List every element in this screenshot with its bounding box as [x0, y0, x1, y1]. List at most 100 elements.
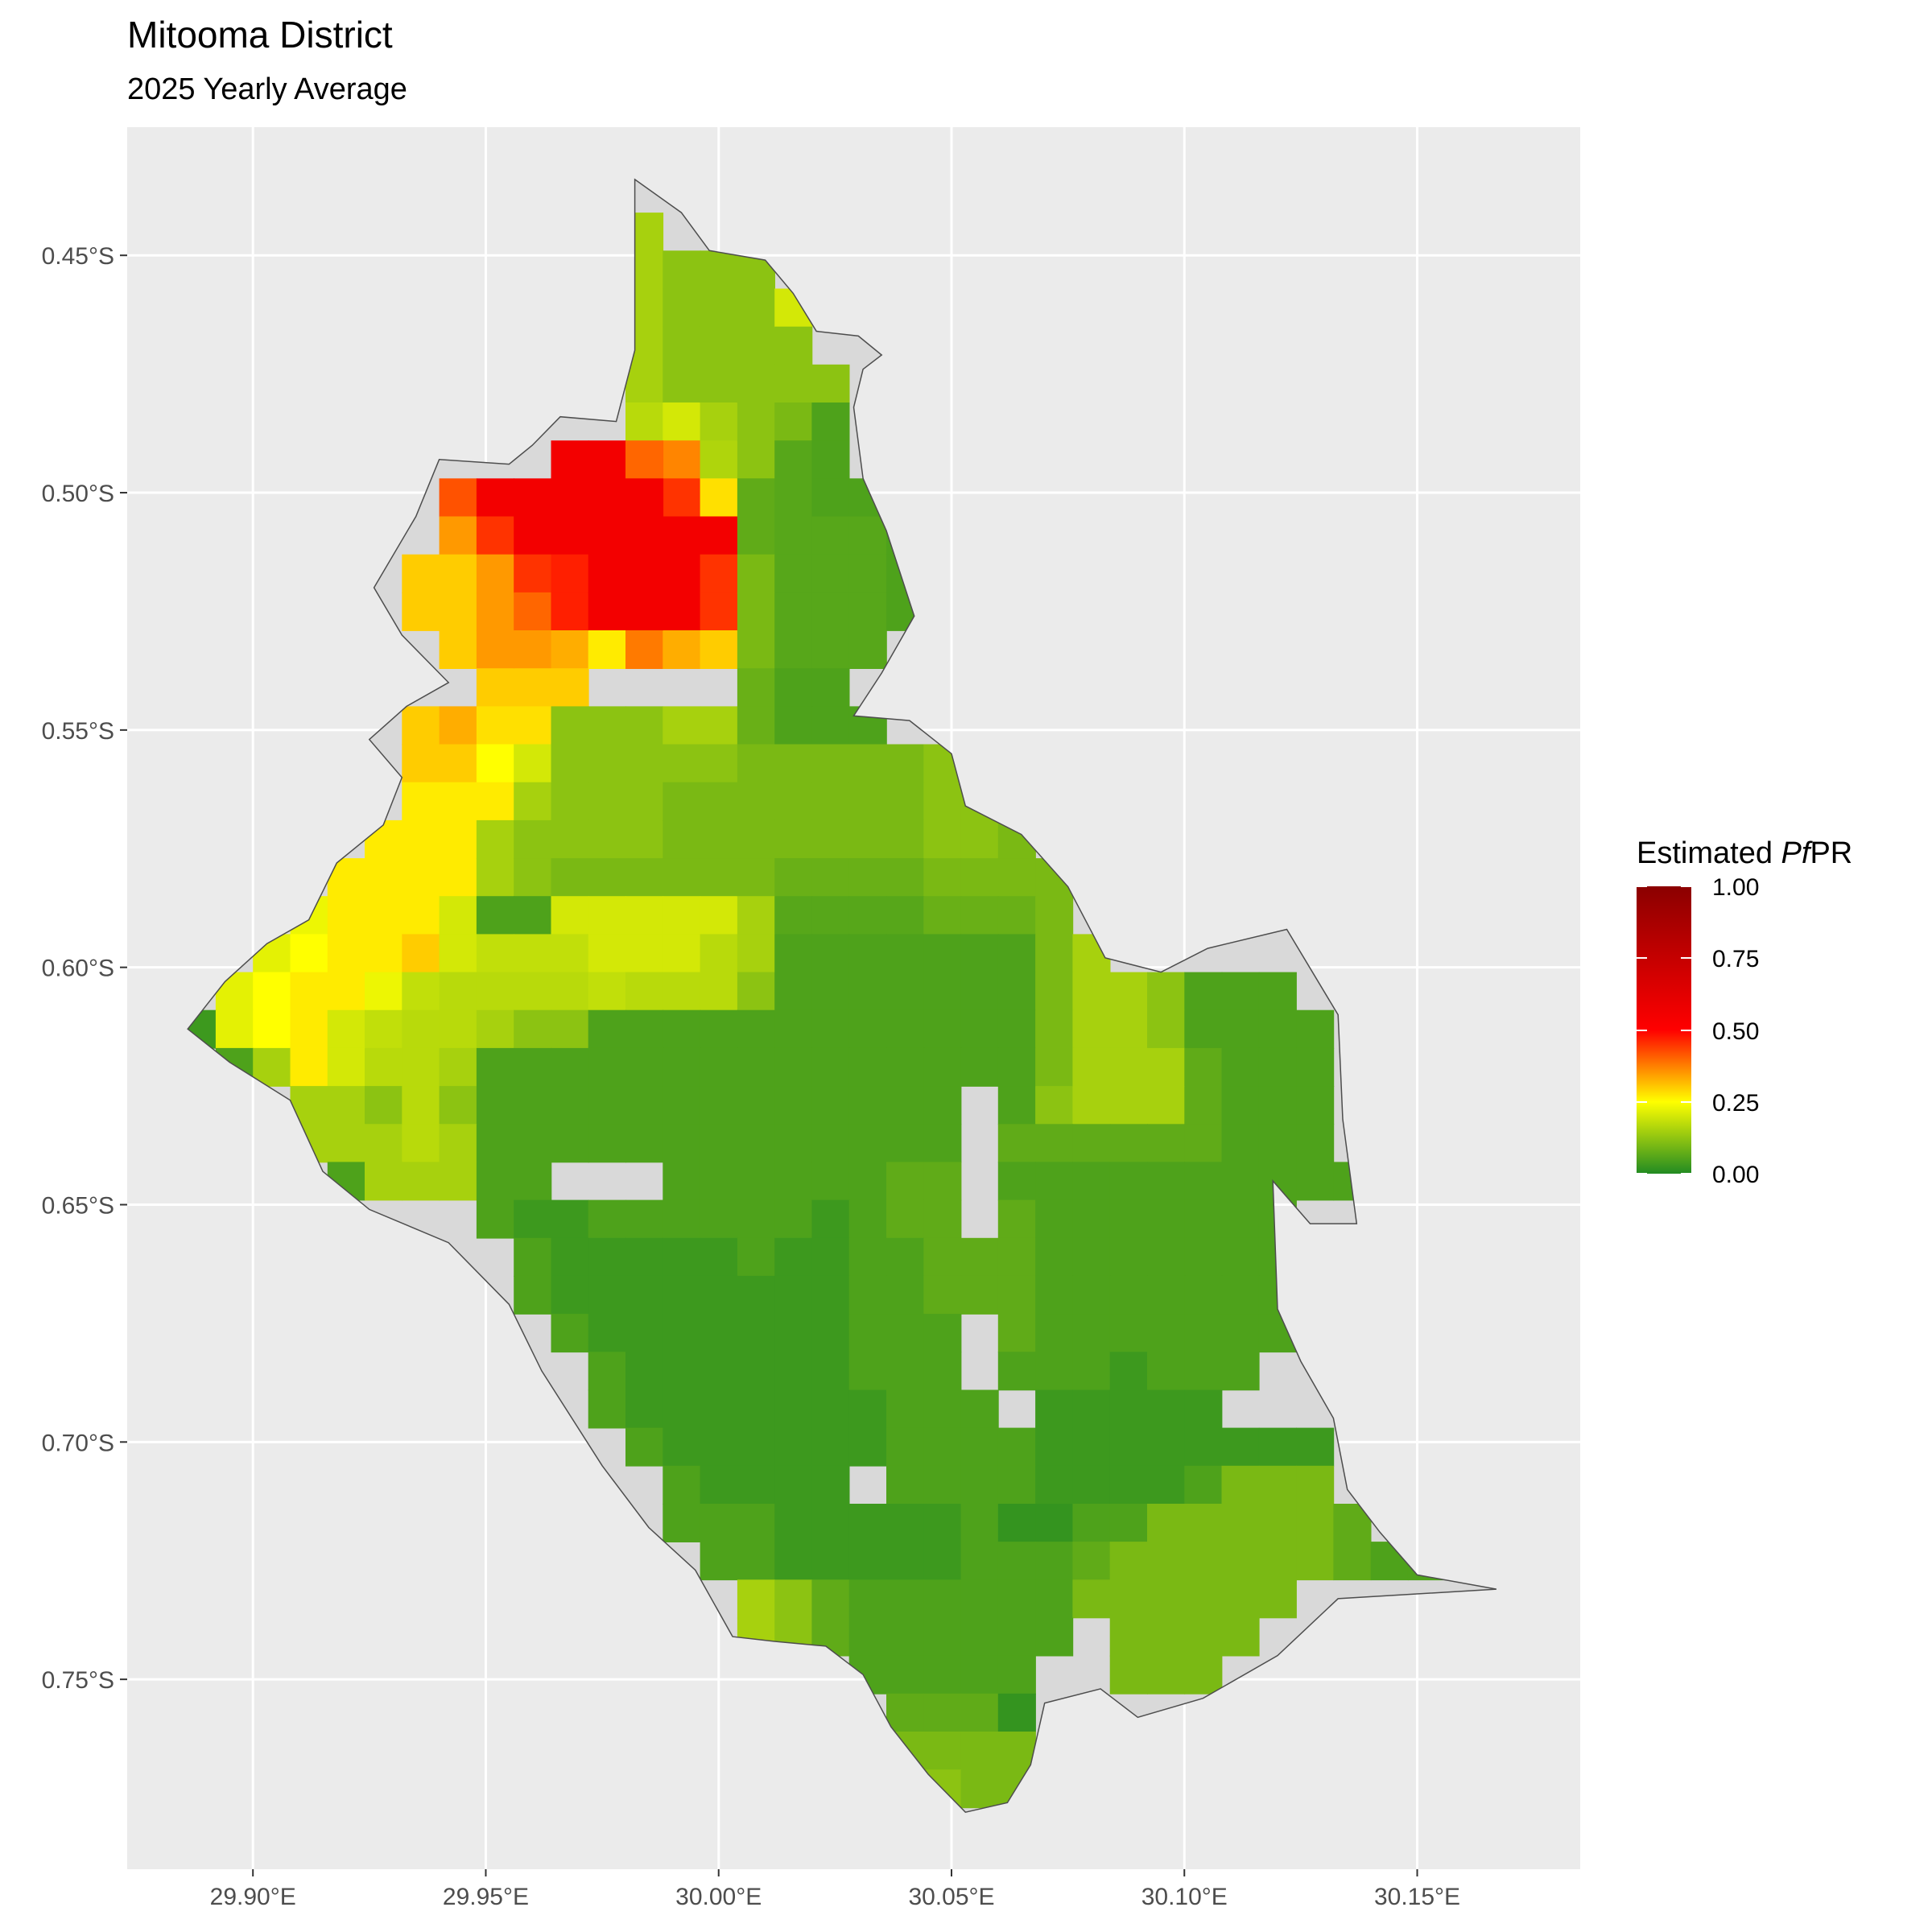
raster-cell: [811, 554, 850, 593]
raster-cell: [1184, 1617, 1223, 1657]
raster-cell: [663, 1389, 701, 1429]
raster-cell: [588, 516, 626, 555]
raster-cell: [625, 1009, 664, 1049]
raster-cell: [1296, 1465, 1335, 1505]
raster-cell: [327, 1047, 365, 1087]
raster-cell: [960, 1009, 999, 1049]
raster-cell: [923, 1542, 962, 1581]
raster-cell: [476, 858, 514, 898]
raster-cell: [700, 819, 738, 859]
raster-cell: [923, 1427, 962, 1467]
raster-cell: [551, 706, 589, 745]
raster-cell: [700, 706, 738, 745]
raster-cell: [1147, 1086, 1186, 1125]
raster-cell: [848, 1314, 887, 1353]
raster-cell: [514, 1124, 552, 1163]
district-outline: [187, 178, 1497, 1814]
raster-cell: [663, 1047, 701, 1087]
raster-cell: [811, 1162, 850, 1201]
raster-cell: [588, 972, 626, 1011]
raster-cell: [551, 440, 589, 480]
raster-cell: [774, 1352, 813, 1391]
raster-cell: [997, 1047, 1036, 1087]
raster-cell: [1221, 972, 1260, 1011]
raster-cell: [1296, 1086, 1335, 1125]
raster-cell: [1147, 1504, 1186, 1542]
raster-cell: [1072, 1352, 1111, 1391]
raster-cell: [811, 1009, 850, 1049]
raster-cell: [588, 744, 626, 783]
raster-cell: [327, 972, 365, 1011]
raster-cell: [327, 1086, 365, 1125]
raster-cell: [774, 440, 813, 480]
raster-cell: [774, 934, 813, 973]
raster-cell: [923, 1086, 962, 1125]
raster-cell: [737, 1352, 775, 1391]
raster-cell: [1072, 1009, 1111, 1049]
raster-cell: [923, 934, 962, 973]
raster-cell: [737, 1047, 775, 1087]
raster-cell: [848, 1504, 887, 1542]
raster-cell: [960, 1237, 999, 1277]
raster-cell: [476, 896, 514, 935]
raster-cell: [700, 782, 738, 821]
raster-cell: [1035, 1237, 1074, 1277]
legend-label: 1.00: [1712, 874, 1759, 901]
legend-label: 0.25: [1712, 1090, 1759, 1117]
raster-cell: [774, 1199, 813, 1239]
raster-cell: [848, 1617, 887, 1657]
raster-cell: [811, 1504, 850, 1542]
raster-cell: [1221, 1427, 1260, 1467]
raster-cell: [588, 1199, 626, 1239]
raster-cell: [997, 1693, 1036, 1732]
raster-cell: [960, 1465, 999, 1505]
raster-cell: [886, 1655, 925, 1695]
raster-cell: [774, 516, 813, 555]
raster-cell: [848, 1542, 887, 1581]
raster-cell: [774, 1504, 813, 1542]
raster-cell: [774, 1465, 813, 1505]
raster-cell: [848, 1579, 887, 1619]
raster-cell: [1035, 896, 1074, 935]
raster-cell: [253, 972, 291, 1011]
raster-cell: [886, 1047, 925, 1087]
raster-cell: [774, 972, 813, 1011]
raster-cell: [997, 858, 1036, 898]
raster-cell: [514, 478, 552, 518]
raster-cell: [514, 1086, 552, 1125]
raster-cell: [663, 1465, 701, 1505]
raster-cell: [923, 972, 962, 1011]
raster-cell: [960, 1275, 999, 1315]
raster-cell: [737, 1237, 775, 1277]
raster-cell: [476, 1124, 514, 1163]
raster-cell: [402, 896, 440, 935]
raster-cell: [774, 554, 813, 593]
raster-cell: [774, 1314, 813, 1353]
raster-cell: [886, 1237, 925, 1277]
raster-cell: [625, 554, 664, 593]
raster-cell: [997, 972, 1036, 1011]
raster-cell: [1072, 1579, 1111, 1619]
raster-cell: [588, 1314, 626, 1353]
raster-cell: [737, 972, 775, 1011]
raster-cell: [737, 1199, 775, 1239]
raster-cell: [886, 1124, 925, 1163]
raster-cell: [476, 934, 514, 973]
raster-cell: [439, 516, 477, 555]
raster-cell: [1035, 972, 1074, 1011]
raster-cell: [514, 1047, 552, 1087]
raster-cell: [1109, 1617, 1148, 1657]
raster-cell: [1147, 1237, 1186, 1277]
raster-cell: [514, 668, 552, 708]
raster-cell: [700, 934, 738, 973]
raster-cell: [588, 782, 626, 821]
raster-cell: [1035, 1504, 1074, 1542]
raster-cell: [1296, 1162, 1335, 1201]
raster-cell: [997, 1465, 1036, 1505]
raster-cell: [663, 706, 701, 745]
raster-cell: [1258, 1504, 1297, 1542]
raster-cell: [365, 1009, 403, 1049]
raster-cell: [1296, 1542, 1335, 1581]
raster-cell: [886, 1389, 925, 1429]
raster-cell: [1072, 1389, 1111, 1429]
